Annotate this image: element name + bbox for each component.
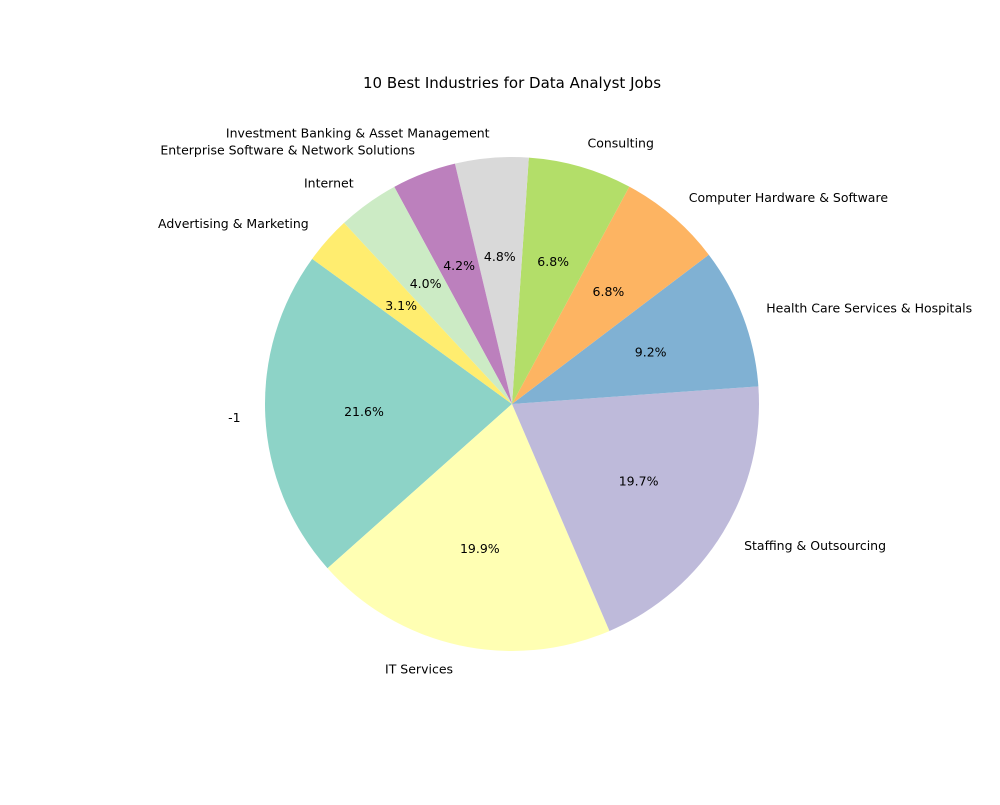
slice-percent-label: 4.0% [410, 276, 442, 291]
slice-category-label: Computer Hardware & Software [689, 190, 889, 205]
pie-slice-enterprise-software-and-network-solutions [394, 163, 512, 404]
pie-slice-staffing-and-outsourcing [512, 386, 759, 631]
slice-percent-label: 19.9% [460, 541, 500, 556]
slice-percent-label: 4.8% [484, 249, 516, 264]
pie-slice-investment-banking-and-asset-management [454, 157, 529, 404]
slice-percent-label: 3.1% [385, 298, 417, 313]
slice-category-label: Internet [304, 176, 354, 191]
slice-category-label: Advertising & Marketing [158, 216, 309, 231]
pie-slice-internet [344, 186, 512, 404]
slice-category-label: Consulting [587, 135, 653, 150]
pie-labels: 21.6% -1 19.9% IT Services 19.7% Staffing & O… [158, 126, 972, 677]
slice-category-label: IT Services [385, 662, 453, 677]
pie-slice-it-services [327, 404, 610, 651]
slice-category-label: -1 [228, 410, 240, 425]
slice-category-label: Health Care Services & Hospitals [766, 301, 972, 316]
chart-title: 10 Best Industries for Data Analyst Jobs [363, 74, 661, 92]
slice-category-label: Investment Banking & Asset Management [226, 126, 490, 141]
slice-percent-label: 9.2% [635, 344, 667, 359]
slice-percent-label: 6.8% [537, 254, 569, 269]
slice-category-label: Staffing & Outsourcing [744, 538, 886, 553]
pie-slice-1 [264, 258, 512, 569]
pie-slices [264, 157, 759, 651]
slice-percent-label: 19.7% [619, 474, 659, 489]
slice-percent-label: 4.2% [443, 258, 475, 273]
pie-slice-consulting [512, 157, 630, 404]
slice-category-label: Enterprise Software & Network Solutions [160, 143, 415, 158]
pie-slice-computer-hardware-and-software [512, 186, 709, 404]
pie-slice-advertising-and-marketing [312, 222, 512, 404]
slice-percent-label: 6.8% [593, 284, 625, 299]
slice-percent-label: 21.6% [344, 404, 384, 419]
pie-slice-health-care-services-and-hospitals [512, 254, 759, 404]
